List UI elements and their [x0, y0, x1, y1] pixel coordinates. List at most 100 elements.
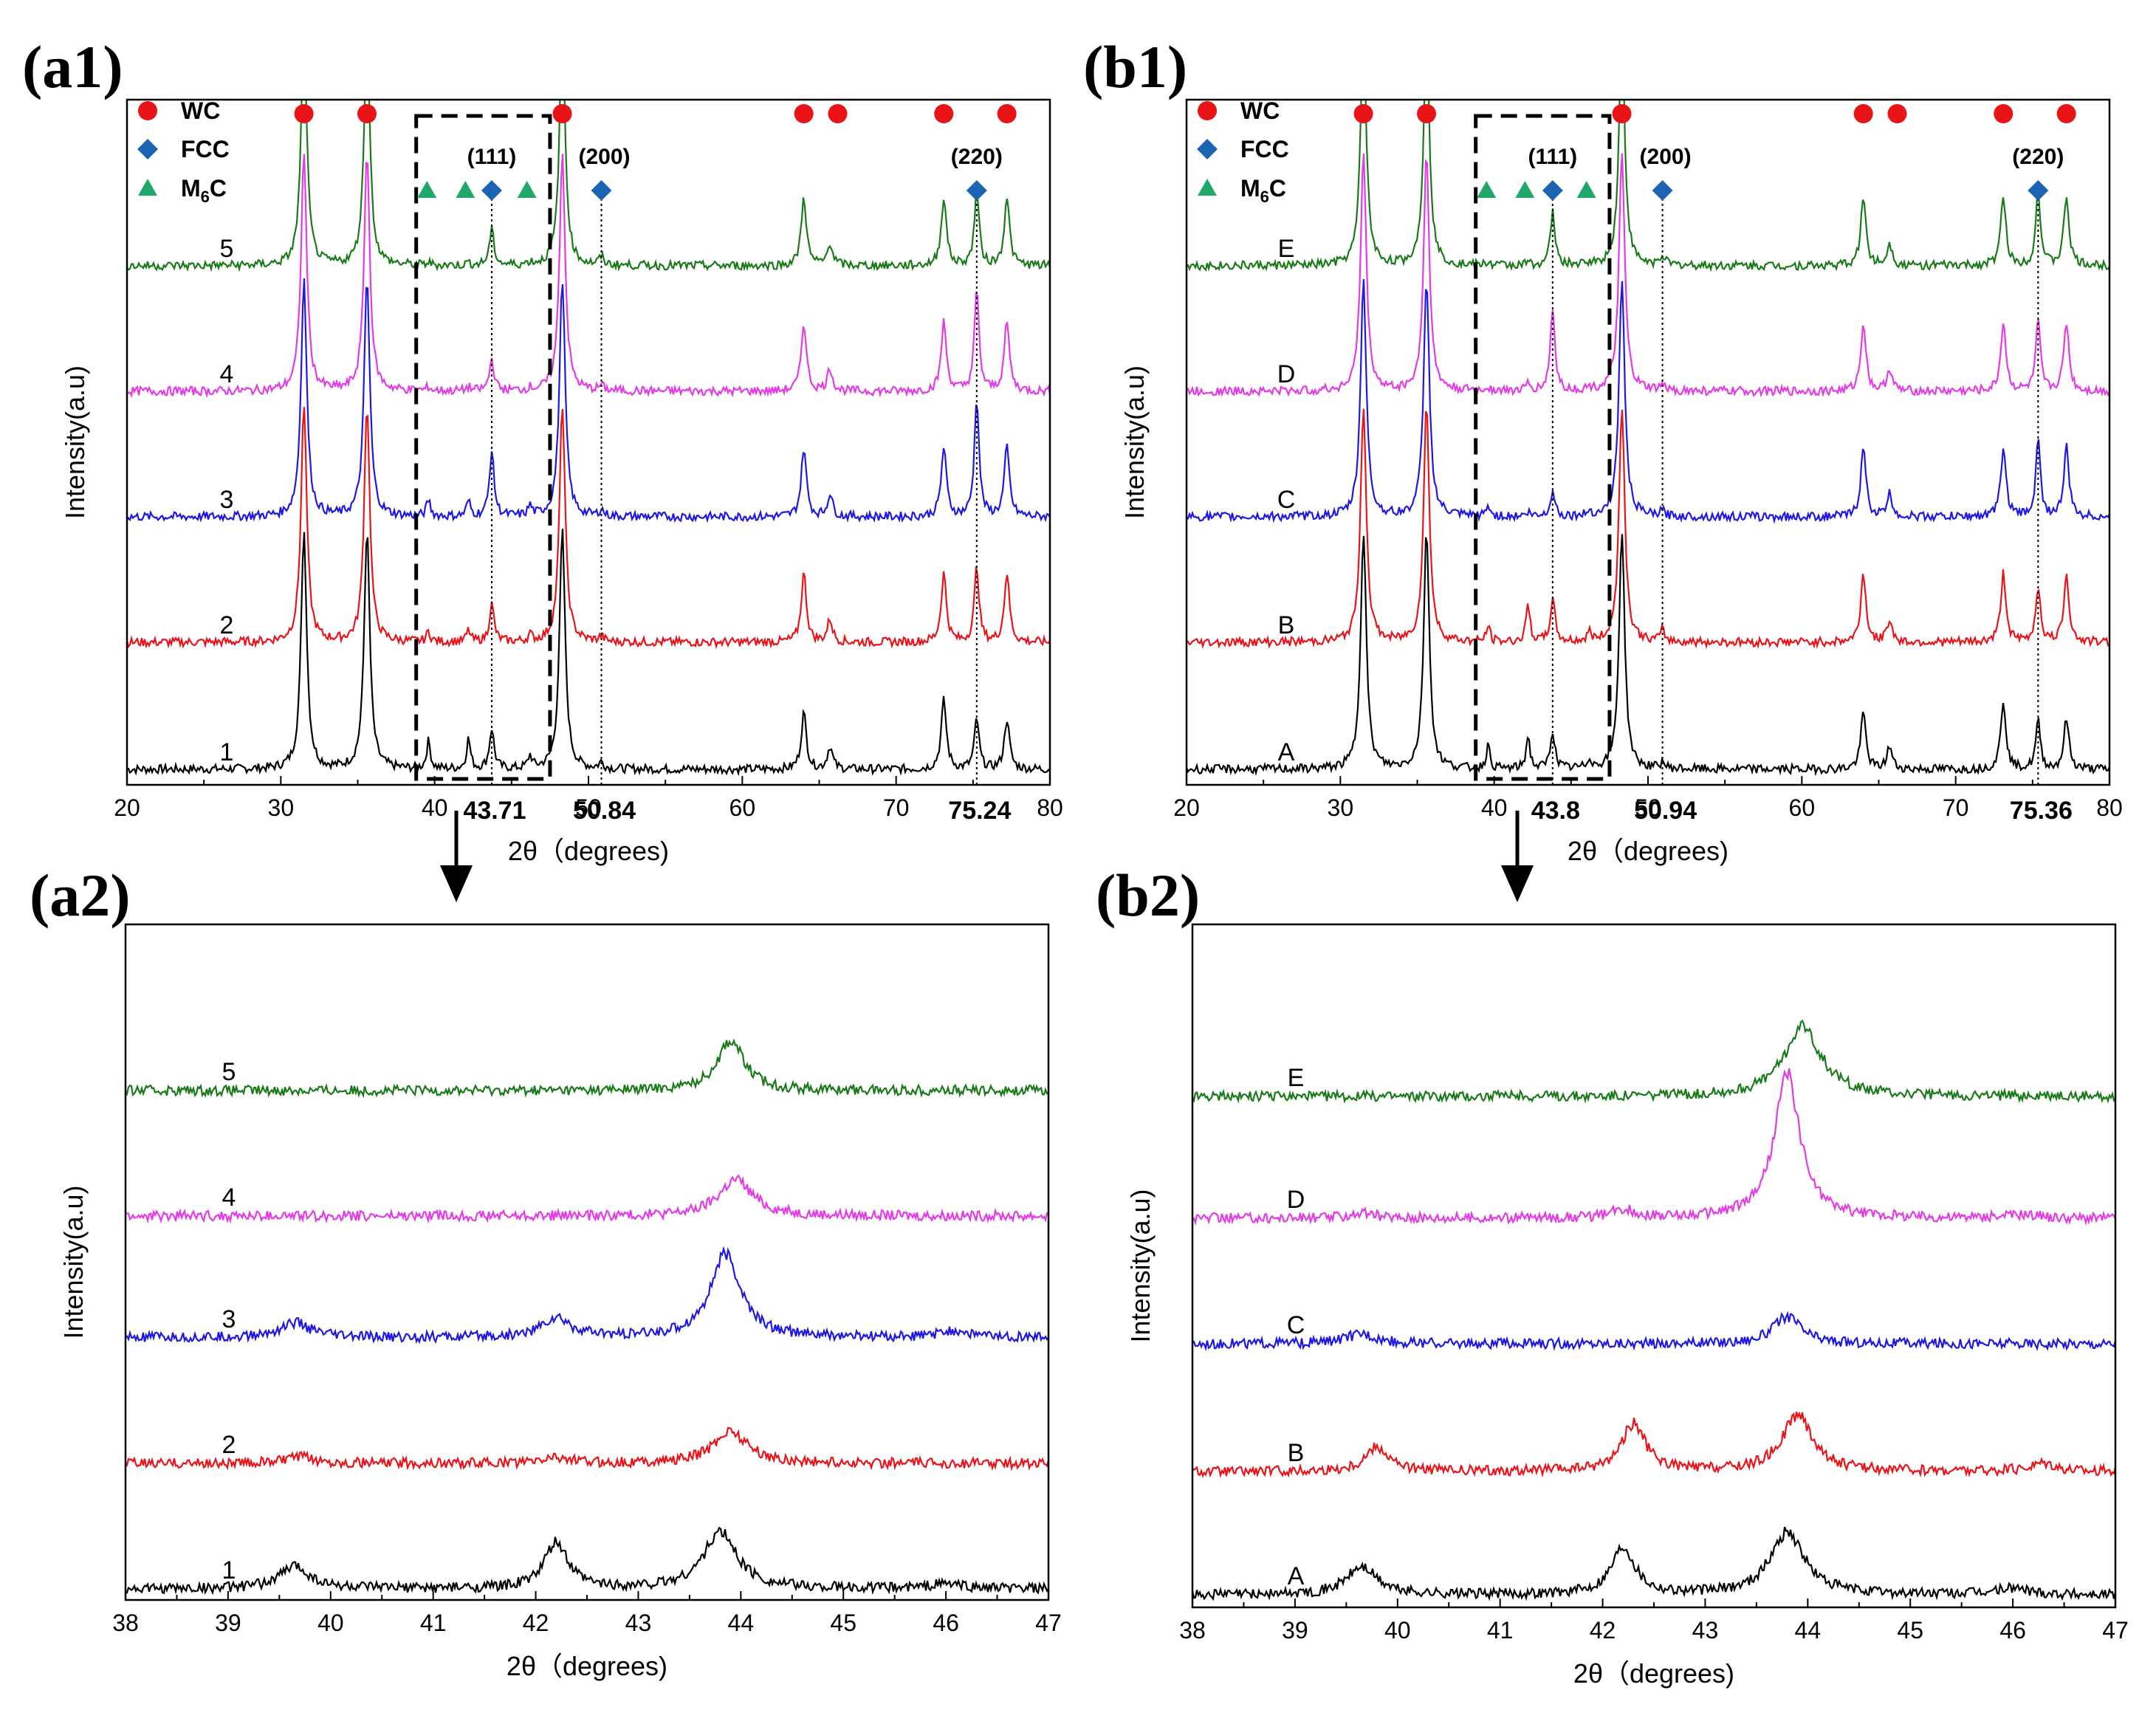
x-bold-tick-75.36: 75.36	[2010, 797, 2073, 825]
series-label-E: E	[1278, 235, 1295, 263]
x-tick-label-43: 43	[625, 1610, 652, 1636]
x-tick-label-42: 42	[1590, 1617, 1616, 1644]
m6c-marker	[1576, 181, 1596, 198]
wc-marker	[1417, 104, 1436, 123]
x-tick-label-44: 44	[1795, 1617, 1822, 1644]
series-line-5	[127, 100, 1050, 272]
x-bold-tick-43.8: 43.8	[1531, 797, 1580, 825]
m6c-marker	[1515, 181, 1535, 198]
m6c-marker	[456, 181, 476, 198]
x-tick-label-47: 47	[2102, 1617, 2129, 1644]
plot-frame	[1185, 98, 2111, 786]
series-label-C: C	[1277, 486, 1296, 514]
x-tick-label-40: 40	[317, 1610, 344, 1636]
x-tick-label-70: 70	[883, 794, 910, 821]
legend-fcc-symbol	[137, 139, 158, 159]
legend-wc-label: WC	[1240, 97, 1280, 124]
wc-marker	[552, 104, 572, 123]
legend-m6c-tail: C	[210, 175, 227, 202]
wc-marker	[828, 104, 848, 123]
series-label-1: 1	[222, 1556, 236, 1584]
x-tick-label-39: 39	[215, 1610, 241, 1636]
x-axis-label: 2θ（degrees)	[507, 1651, 667, 1681]
series-line-1	[125, 1526, 1049, 1596]
series-label-C: C	[1287, 1311, 1305, 1339]
series-label-E: E	[1288, 1064, 1305, 1092]
series-line-C	[1187, 279, 2109, 524]
series-line-2	[127, 407, 1050, 650]
series-label-2: 2	[222, 1431, 236, 1459]
series-label-D: D	[1287, 1186, 1305, 1214]
zoom-arrow-b	[1501, 811, 1534, 902]
chart-panel-b1: A B C D E 20 30 40 50 60 70 80 43.8 50.94 75.36 2θ（degr…	[1119, 97, 2123, 866]
x-tick-label-46: 46	[1999, 1617, 2026, 1644]
x-tick-label-30: 30	[268, 794, 295, 821]
series-label-A: A	[1278, 738, 1295, 766]
wc-marker	[1353, 104, 1373, 123]
x-tick-label-80: 80	[1037, 794, 1063, 821]
legend-wc-label: WC	[181, 97, 220, 124]
chart-panel-b2: A B C D E 38 39 40 41 42 43 44 45 46 47 2θ（degrees) Inte…	[1125, 923, 2129, 1689]
x-axis-label: 2θ（degrees)	[1573, 1658, 1734, 1689]
series-label-B: B	[1278, 611, 1295, 639]
x-tick-label-44: 44	[728, 1610, 755, 1636]
x-tick-label-60: 60	[1789, 794, 1816, 821]
wc-marker	[1887, 104, 1907, 123]
x-tick-label-43: 43	[1692, 1617, 1719, 1644]
fcc-marker	[966, 180, 987, 201]
x-tick-label-41: 41	[1487, 1617, 1514, 1644]
y-axis-label: Intensity(a.u)	[1119, 365, 1150, 519]
plot-frame	[1191, 923, 2117, 1609]
series-label-4: 4	[222, 1184, 236, 1212]
y-axis-label: Intensity(a.u)	[60, 365, 90, 519]
legend-m6c-sub: 6	[1260, 188, 1269, 206]
y-axis-label: Intensity(a.u)	[1125, 1189, 1156, 1342]
series-label-3: 3	[220, 486, 234, 514]
x-tick-label-20: 20	[114, 794, 140, 821]
series-line-E	[1187, 100, 2109, 272]
series-label-5: 5	[222, 1058, 236, 1086]
panel-label-b1: (b1)	[1083, 33, 1187, 100]
x-tick-label-70: 70	[1943, 794, 1969, 821]
x-bold-tick-50.94: 50.94	[1634, 797, 1697, 825]
x-tick-label-40: 40	[422, 794, 448, 821]
x-tick-label-40: 40	[1384, 1617, 1411, 1644]
hkl-label-(220): (220)	[951, 145, 1003, 169]
legend-m6c-label: M6C	[1240, 175, 1286, 206]
series-label-B: B	[1288, 1439, 1305, 1467]
panel-label-a2: (a2)	[30, 862, 131, 929]
series-line-B	[1187, 408, 2109, 650]
series-label-3: 3	[222, 1305, 236, 1333]
series-line-B	[1192, 1411, 2117, 1479]
series-label-2: 2	[220, 611, 234, 639]
wc-marker	[934, 104, 954, 123]
series-line-3	[127, 278, 1050, 523]
series-line-3	[125, 1246, 1049, 1344]
wc-marker	[1612, 104, 1632, 123]
x-bold-tick-43.71: 43.71	[463, 797, 526, 825]
x-tick-label-30: 30	[1328, 794, 1354, 821]
series-line-A	[1191, 1526, 2117, 1601]
series-line-4	[125, 1174, 1049, 1224]
legend-wc-symbol	[138, 101, 157, 120]
zoom-region-box	[414, 114, 552, 781]
legend-fcc-symbol	[1197, 139, 1218, 159]
series-label-A: A	[1288, 1562, 1305, 1590]
hkl-label-(111): (111)	[1528, 145, 1577, 169]
chart-panel-a1: 1 2 3 4 5 20 30 40 50 60 70 80 43.71 50.84 75.24 2θ（deg…	[60, 97, 1063, 866]
series-line-D	[1192, 1068, 2116, 1226]
x-tick-label-45: 45	[830, 1610, 856, 1636]
zoom-arrow-a	[440, 811, 473, 902]
x-axis-label: 2θ（degrees)	[1568, 836, 1728, 866]
legend-fcc-label: FCC	[1240, 136, 1289, 162]
legend-m6c-label: M6C	[181, 175, 227, 206]
series-line-C	[1192, 1311, 2117, 1352]
legend-m6c-symbol	[138, 179, 157, 196]
zoom-region-box	[1474, 114, 1612, 781]
hkl-label-(220): (220)	[2012, 145, 2064, 169]
plot-frame	[124, 923, 1050, 1601]
hkl-label-(200): (200)	[578, 145, 630, 169]
legend-m6c-main: M	[1240, 175, 1260, 202]
